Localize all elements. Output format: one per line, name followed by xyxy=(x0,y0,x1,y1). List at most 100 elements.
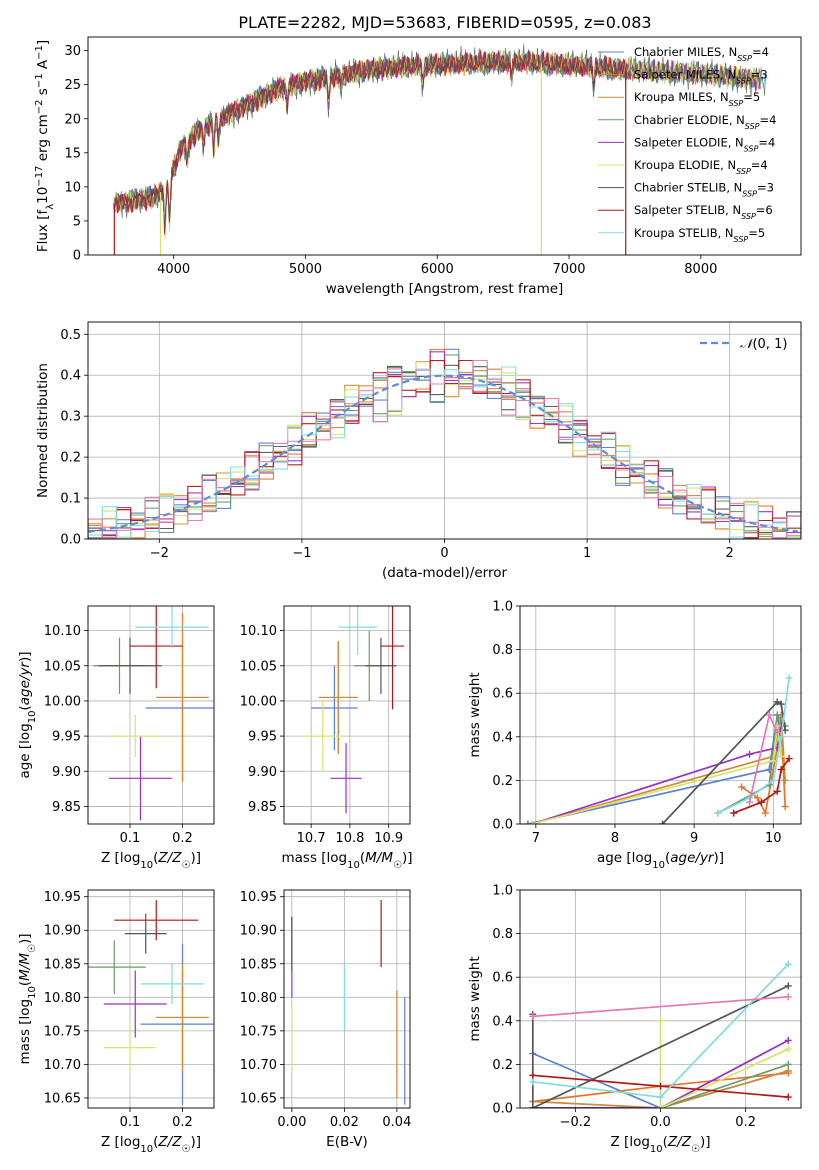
axis-label: age [log10(age/yr)] xyxy=(17,651,38,778)
y-tick-label: 10.75 xyxy=(240,1024,277,1039)
legend-count: =4 xyxy=(758,135,775,149)
legend-model: Chabrier ELODIE, N xyxy=(634,113,745,127)
axis-label: Z [log10(Z/Z☉)] xyxy=(611,1134,711,1155)
x-tick-label: 0.04 xyxy=(382,1115,411,1130)
x-tick-label: −2 xyxy=(150,546,169,561)
legend-sub: SSP xyxy=(742,189,757,198)
label-part: −17 xyxy=(34,166,45,187)
legend-model: Salpeter STELIB, N xyxy=(634,203,741,217)
legend-sub: SSP xyxy=(745,121,760,130)
y-tick-label: 10.90 xyxy=(44,924,81,939)
label-part: M/M xyxy=(17,953,33,981)
age_vs_mass-errorbars xyxy=(303,606,405,814)
label-part: ( xyxy=(360,850,365,866)
legend-count: =3 xyxy=(757,181,774,195)
x-tick-label: 5000 xyxy=(289,262,322,277)
y-tick-label: 1.0 xyxy=(492,884,513,899)
y-tick-label: 0.0 xyxy=(492,1102,513,1117)
label-part: 10 xyxy=(347,860,360,871)
weight-line xyxy=(717,712,786,814)
x-tick-label: 9 xyxy=(690,831,698,846)
x-tick-label: 7000 xyxy=(552,262,585,277)
y-tick-label: 0 xyxy=(73,249,81,264)
x-tick-label: −0.2 xyxy=(560,1115,592,1130)
y-tick-label: 10.05 xyxy=(44,659,81,674)
y-tick-label: 0.0 xyxy=(492,818,513,833)
legend-count: =5 xyxy=(743,90,760,104)
x-tick-label: 0.1 xyxy=(120,1115,141,1130)
y-tick-label: 10.75 xyxy=(44,1024,81,1039)
legend-model: Kroupa STELIB, N xyxy=(634,226,734,240)
label-part: ( xyxy=(153,1134,158,1150)
legend-entry: Chabrier STELIB, NSSP=3 xyxy=(634,181,774,199)
y-tick-label: 9.95 xyxy=(52,730,81,745)
x-tick-label: 0.00 xyxy=(277,1115,306,1130)
x-tick-label: 2 xyxy=(726,546,734,561)
y-tick-label: 9.95 xyxy=(248,730,277,745)
legend-sub: SSP xyxy=(736,76,751,85)
legend-count: =6 xyxy=(756,203,773,217)
y-tick-label: 10.95 xyxy=(44,890,81,905)
label-part: mass [log xyxy=(281,850,347,866)
label-part: Z [log xyxy=(101,850,140,866)
legend-model: Salpeter ELODIE, N xyxy=(634,135,744,149)
y-tick-label: 0.6 xyxy=(492,971,513,986)
weight-line xyxy=(659,1020,789,1108)
y-tick-label: 10.65 xyxy=(44,1091,81,1106)
y-tick-label: 0.1 xyxy=(60,492,81,507)
x-tick-label: 8 xyxy=(611,831,619,846)
x-axis-label: wavelength [Angstrom, rest frame] xyxy=(326,281,564,297)
y-tick-label: 25 xyxy=(64,78,81,93)
legend-entry: 𝒩(0, 1) xyxy=(740,337,787,352)
label-part: age/yr xyxy=(670,850,715,866)
label-part: Z [log xyxy=(101,1134,140,1150)
y-tick-label: 10.00 xyxy=(240,694,277,709)
legend-entry: Salpeter MILES, NSSP=3 xyxy=(634,68,768,86)
mass_vs_Z-axes: 0.1 0.2 10.65 10.70 10.75 10.80 10.85 10.90 10.9… xyxy=(44,890,214,1130)
histogram-step xyxy=(88,359,801,539)
legend-entry: Chabrier MILES, NSSP=4 xyxy=(634,45,769,63)
label-part: ] xyxy=(35,40,51,45)
legend-model: Kroupa ELODIE, N xyxy=(634,158,736,172)
age_vs_mass-frame xyxy=(283,605,411,825)
residual_histogram-frame xyxy=(87,321,802,540)
y-tick-label: 10.00 xyxy=(44,694,81,709)
mass_vs_Z-frame xyxy=(87,889,215,1109)
y-tick-label: 9.85 xyxy=(52,800,81,815)
mass_weight_vs_Z-frame xyxy=(519,889,802,1109)
y-tick-label: 30 xyxy=(64,44,81,59)
x-tick-label: 10.7 xyxy=(297,831,326,846)
axis-label: Flux [fλ10−17 erg cm−2 s−1 A−1] xyxy=(34,40,56,252)
y-axis-label: Normed distribution xyxy=(35,363,51,498)
y-tick-label: 0.4 xyxy=(492,730,513,745)
y-tick-label: 0.8 xyxy=(492,927,513,942)
y-axis-label: mass weight xyxy=(467,672,483,757)
axis-label: mass [log10(M/M☉)] xyxy=(17,933,38,1064)
legend-count: =4 xyxy=(751,158,768,172)
legend-count: =5 xyxy=(748,226,765,240)
label-part: )] xyxy=(190,1134,201,1150)
mass_weight_vs_age-frame xyxy=(519,605,802,825)
legend-model: Chabrier MILES, N xyxy=(634,45,737,59)
y-tick-label: 0.5 xyxy=(60,328,81,343)
weight-line xyxy=(532,1039,789,1108)
legend-args: (0, 1) xyxy=(752,337,787,352)
label-part: 10 xyxy=(650,1144,663,1155)
label-part: )] xyxy=(700,1134,711,1150)
label-part: )] xyxy=(17,651,33,662)
y-tick-label: 10.85 xyxy=(240,957,277,972)
x-tick-label: 0.2 xyxy=(172,1115,193,1130)
y-tick-label: 10.65 xyxy=(240,1091,277,1106)
y-tick-label: 9.85 xyxy=(248,800,277,815)
y-tick-label: 10.85 xyxy=(44,957,81,972)
label-part: 10 xyxy=(35,187,51,204)
x-tick-label: 0.0 xyxy=(650,1115,671,1130)
label-part: ( xyxy=(17,705,33,710)
legend-sub: SSP xyxy=(744,144,759,153)
axis-label: Z [log10(Z/Z☉)] xyxy=(101,850,201,871)
y-tick-label: 10.80 xyxy=(240,991,277,1006)
weight-line xyxy=(532,1063,789,1108)
spectrum-lines xyxy=(112,43,767,255)
legend-entry: Kroupa MILES, NSSP=5 xyxy=(634,90,760,108)
